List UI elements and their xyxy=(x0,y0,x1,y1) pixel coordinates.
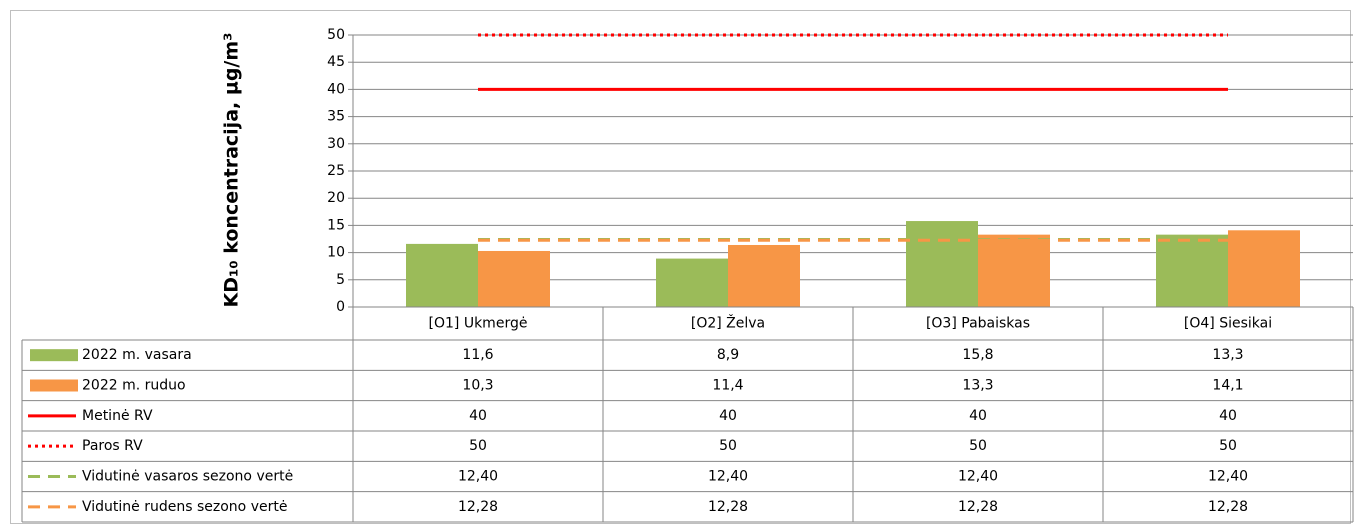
bar xyxy=(656,258,728,307)
bar xyxy=(478,250,550,307)
table-value: 12,40 xyxy=(458,469,498,485)
table-value: 12,40 xyxy=(1208,469,1248,485)
bar xyxy=(906,221,978,307)
table-value: 11,4 xyxy=(712,378,743,394)
table-value: 12,40 xyxy=(958,469,998,485)
legend-label: 2022 m. vasara xyxy=(82,347,192,363)
table-value: 40 xyxy=(969,408,987,424)
y-tick-label: 15 xyxy=(327,217,345,233)
x-tick-label: [O4] Siesikai xyxy=(1184,316,1272,332)
table-value: 40 xyxy=(1219,408,1237,424)
table-value: 50 xyxy=(719,438,737,454)
table-value: 12,28 xyxy=(708,499,748,515)
table-value: 12,28 xyxy=(1208,499,1248,515)
legend-key xyxy=(30,349,78,362)
table-value: 40 xyxy=(469,408,487,424)
table-value: 12,28 xyxy=(458,499,498,515)
table-value: 40 xyxy=(719,408,737,424)
table-value: 14,1 xyxy=(1212,378,1243,394)
y-tick-label: 10 xyxy=(327,245,345,261)
y-tick-label: 45 xyxy=(327,54,345,70)
table-value: 50 xyxy=(1219,438,1237,454)
y-tick-label: 50 xyxy=(327,27,345,43)
y-tick-label: 35 xyxy=(327,109,345,125)
table-value: 12,28 xyxy=(958,499,998,515)
table-value: 50 xyxy=(469,438,487,454)
y-tick-label: 20 xyxy=(327,190,345,206)
bar xyxy=(978,234,1050,307)
table-value: 12,40 xyxy=(708,469,748,485)
x-tick-label: [O3] Pabaiskas xyxy=(926,316,1030,332)
y-axis-label: KD₁₀ koncentracija, µg/m³ xyxy=(221,33,243,308)
y-tick-label: 40 xyxy=(327,81,345,97)
legend-label: Vidutinė vasaros sezono vertė xyxy=(82,469,293,485)
legend-label: Vidutinė rudens sezono vertė xyxy=(82,499,287,515)
bar xyxy=(728,244,800,307)
x-tick-label: [O2] Želva xyxy=(691,314,765,332)
bar xyxy=(1228,230,1300,307)
legend-label: 2022 m. ruduo xyxy=(82,378,186,394)
bar xyxy=(1156,234,1228,307)
table-value: 11,6 xyxy=(462,347,493,363)
table-value: 13,3 xyxy=(1212,347,1243,363)
y-tick-label: 5 xyxy=(336,272,345,288)
x-tick-label: [O1] Ukmergė xyxy=(429,316,528,332)
table-value: 13,3 xyxy=(962,378,993,394)
table-value: 50 xyxy=(969,438,987,454)
legend-label: Metinė RV xyxy=(82,408,153,424)
legend-label: Paros RV xyxy=(82,438,143,454)
table-value: 15,8 xyxy=(962,347,993,363)
y-tick-label: 25 xyxy=(327,163,345,179)
y-tick-label: 0 xyxy=(336,299,345,315)
legend-key xyxy=(30,379,78,392)
bar xyxy=(406,243,478,307)
table-value: 8,9 xyxy=(717,347,739,363)
y-tick-label: 30 xyxy=(327,136,345,152)
table-value: 10,3 xyxy=(462,378,493,394)
